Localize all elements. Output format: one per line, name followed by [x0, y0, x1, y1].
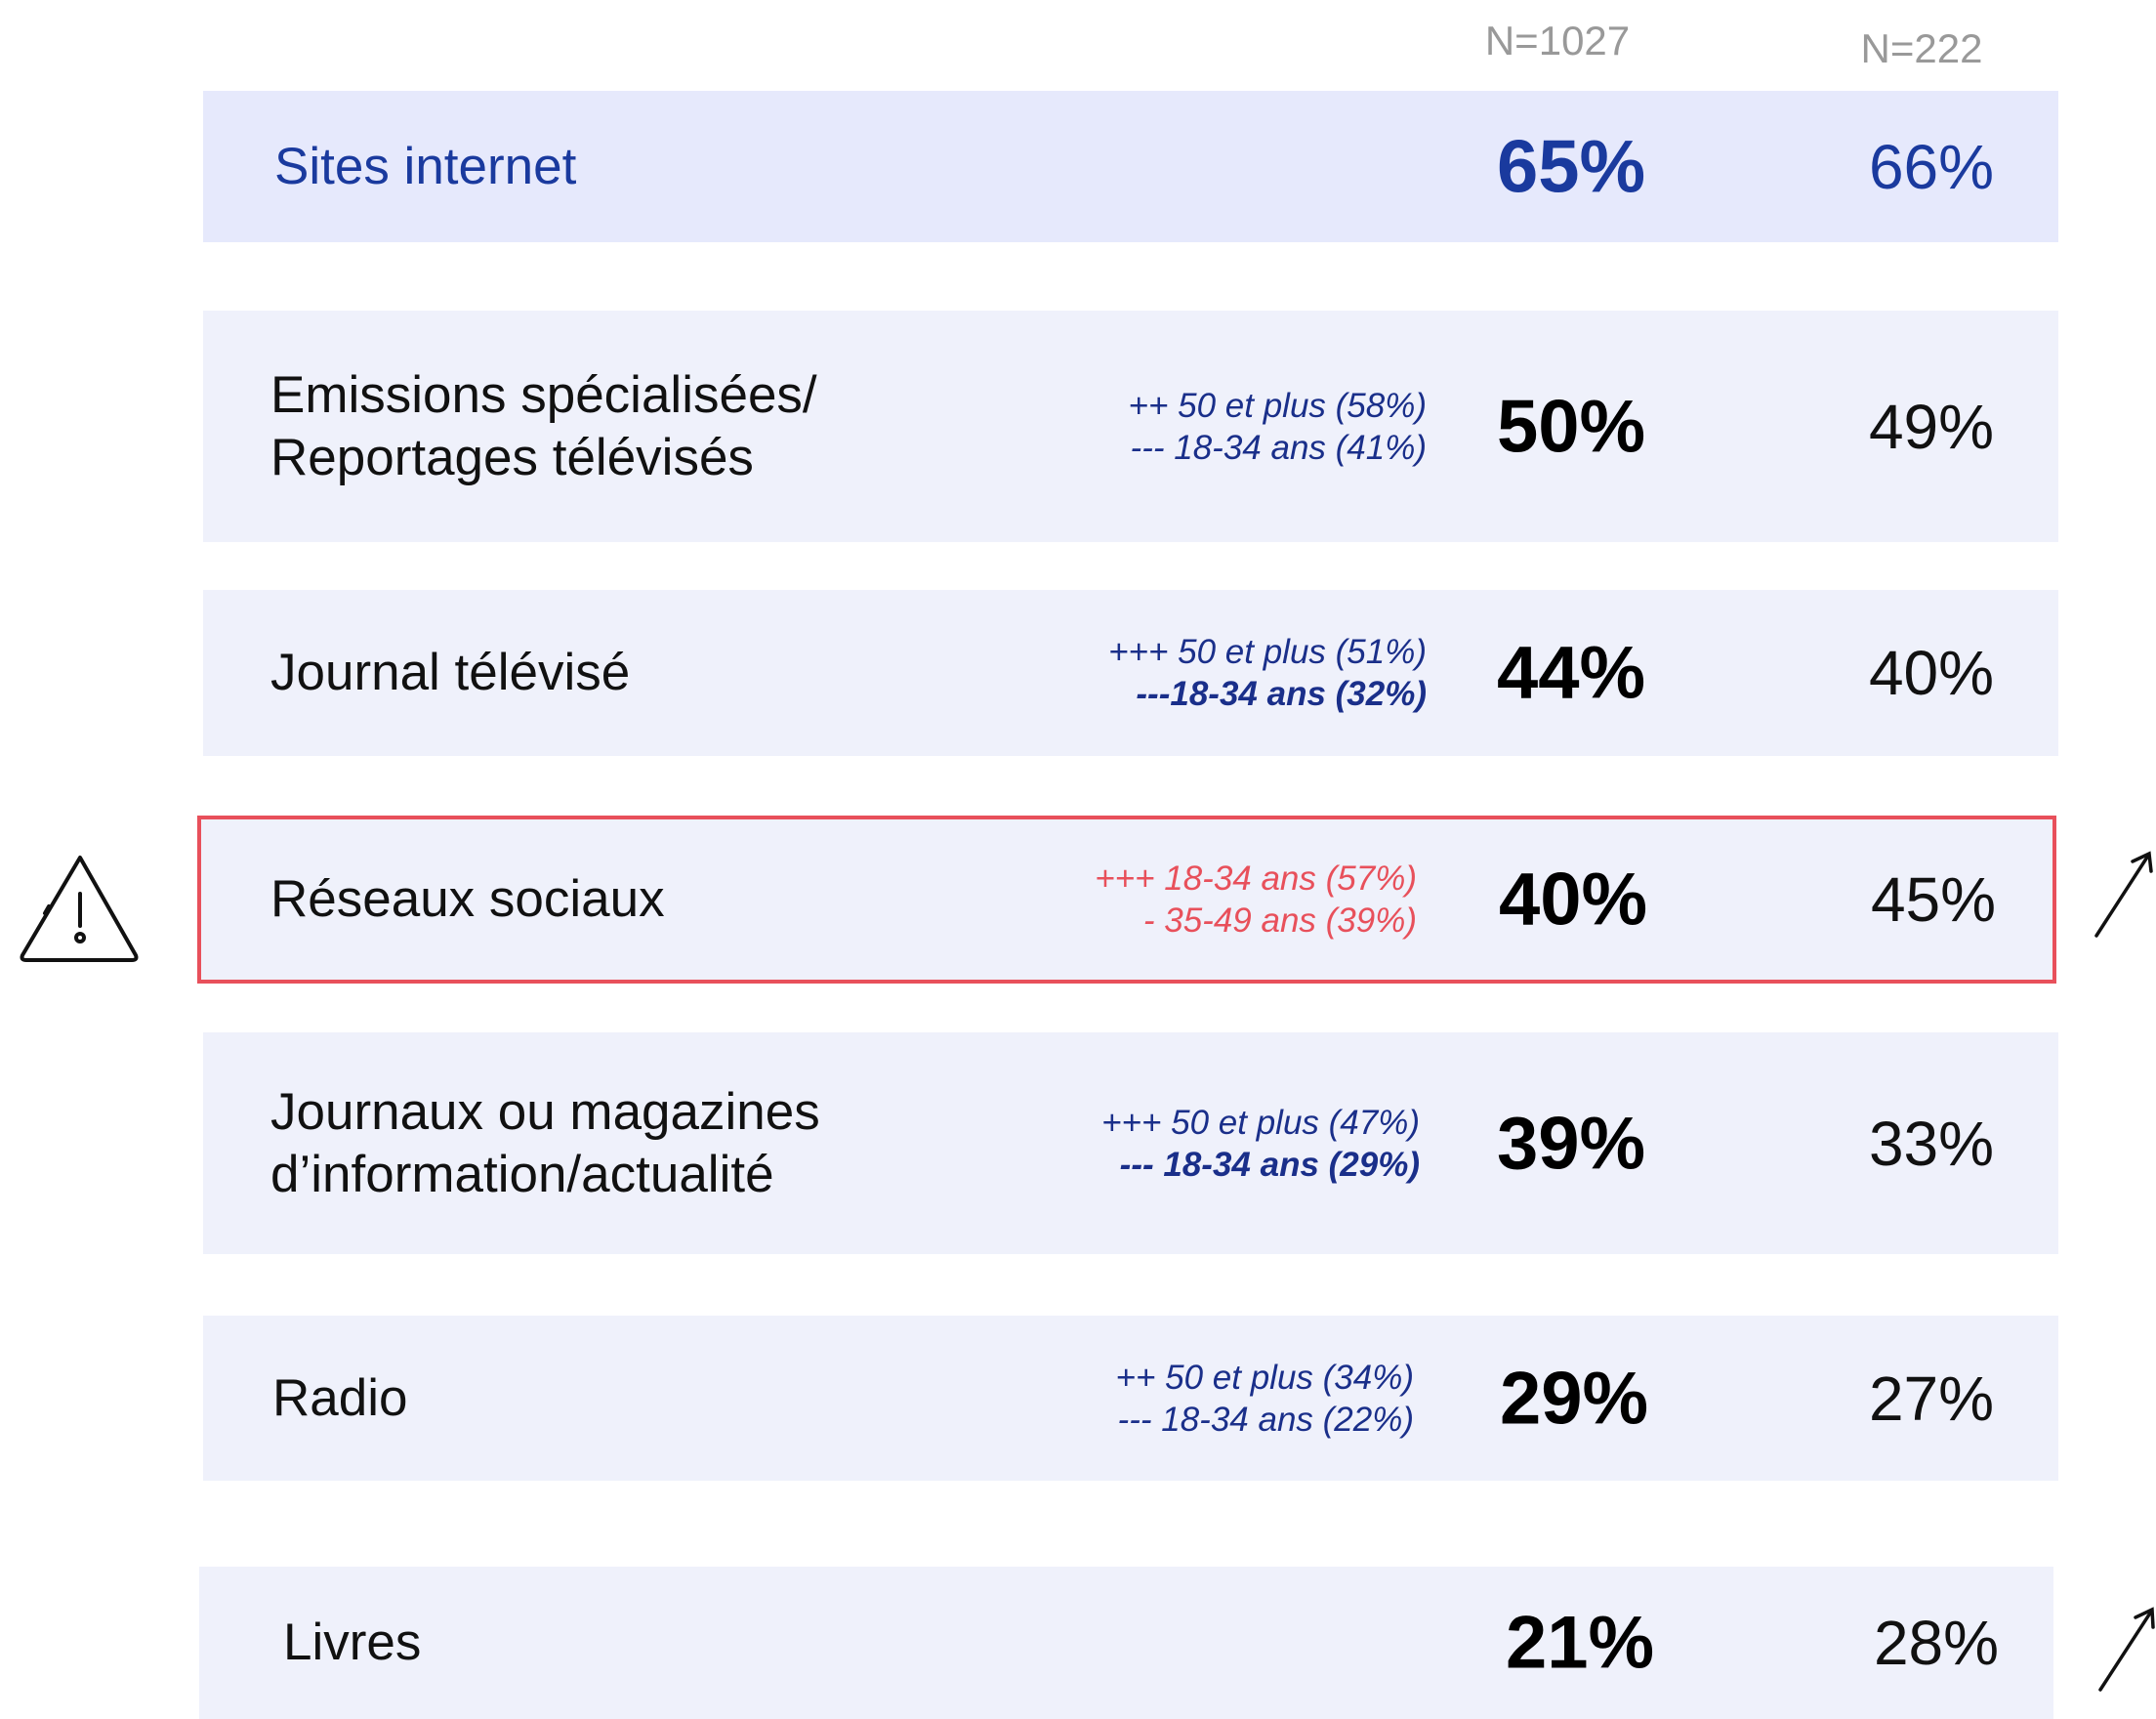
label-line: Reportages télévisés — [270, 428, 754, 486]
note: ---18-34 ans (32%) — [1136, 675, 1427, 713]
label-line: Livres — [283, 1614, 422, 1671]
table-row: Journaux ou magazines d’information/actua… — [203, 1032, 2058, 1254]
value2: 27% — [1868, 1363, 1995, 1434]
table-row: Sites internet 65% 66% — [203, 91, 2058, 242]
value: 50% — [1496, 385, 1646, 468]
note: --- 18-34 ans (41%) — [1130, 428, 1427, 467]
column-header: N=1027 — [1484, 18, 1631, 63]
note: - 35-49 ans (39%) — [1142, 901, 1417, 940]
up-arrow — [2094, 851, 2153, 938]
note: ++ 50 et plus (58%) — [1128, 386, 1427, 425]
value2: 45% — [1870, 864, 1997, 935]
note: +++ 50 et plus (51%) — [1108, 633, 1427, 671]
label-line: Emissions spécialisées/ — [270, 365, 817, 424]
value2: 28% — [1873, 1608, 2000, 1678]
label-line: Journaux ou magazines — [270, 1082, 820, 1141]
value: 39% — [1496, 1102, 1646, 1185]
notes: ++ 50 et plus (58%) --- 18-34 ans (41%) — [1129, 385, 1427, 469]
value: 21% — [1505, 1601, 1655, 1685]
note: --- 18-34 ans (22%) — [1117, 1400, 1414, 1439]
note: +++ 18-34 ans (57%) — [1095, 860, 1417, 898]
value: 40% — [1498, 858, 1648, 942]
column-header: N=222 — [1860, 25, 1983, 71]
row-label: Livres — [283, 1612, 421, 1674]
table-row: Journal télévisé +++ 50 et plus (51%) ---… — [203, 590, 2058, 756]
label-line: Sites internet — [274, 137, 577, 195]
note: +++ 50 et plus (47%) — [1101, 1103, 1420, 1142]
value: 29% — [1499, 1357, 1649, 1440]
row-label: Radio — [272, 1367, 407, 1430]
up-arrow — [2098, 1607, 2155, 1692]
notes: +++ 18-34 ans (57%) - 35-49 ans (39%) — [1095, 858, 1417, 942]
note: --- 18-34 ans (29%) — [1119, 1145, 1420, 1184]
label-line: d’information/actualité — [270, 1145, 774, 1203]
value2: 66% — [1868, 131, 1995, 202]
label-line: Radio — [272, 1368, 408, 1427]
table-row: Livres 21% 28% — [199, 1567, 2053, 1719]
row-label: Réseaux sociaux — [270, 868, 665, 931]
notes: +++ 50 et plus (51%) ---18-34 ans (32%) — [1108, 631, 1427, 715]
row-label: Journaux ou magazines d’information/actua… — [270, 1081, 820, 1206]
value2: 49% — [1868, 391, 1995, 462]
label-line: Réseaux sociaux — [270, 870, 665, 928]
row-label: Journal télévisé — [270, 642, 630, 704]
table-row: Emissions spécialisées/Reportages télévi… — [203, 311, 2058, 542]
value2: 33% — [1868, 1108, 1995, 1179]
row-label: Emissions spécialisées/Reportages télévi… — [270, 364, 817, 489]
table-row: Réseaux sociaux +++ 18-34 ans (57%) - 35-… — [197, 816, 2056, 984]
value: 65% — [1496, 125, 1646, 208]
value: 44% — [1496, 631, 1646, 715]
warning-icon — [20, 856, 139, 962]
note: ++ 50 et plus (34%) — [1115, 1358, 1414, 1397]
row-label: Sites internet — [274, 136, 576, 198]
value2: 40% — [1868, 638, 1995, 708]
notes: ++ 50 et plus (34%) --- 18-34 ans (22%) — [1116, 1357, 1414, 1441]
notes: +++ 50 et plus (47%) --- 18-34 ans (29%) — [1101, 1102, 1420, 1186]
table-row: Radio ++ 50 et plus (34%) --- 18-34 ans (… — [203, 1316, 2058, 1481]
label-line: Journal télévisé — [270, 644, 631, 701]
